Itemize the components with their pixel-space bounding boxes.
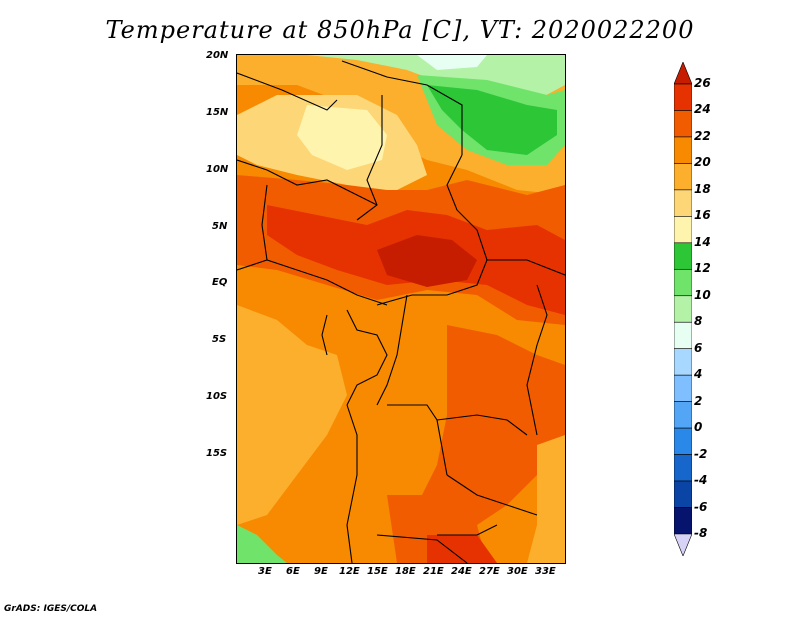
- colorbar-label: -6: [694, 499, 708, 514]
- colorbar-label: 10: [694, 287, 711, 302]
- colorbar-label: 2: [694, 393, 703, 408]
- colorbar-band: [674, 62, 692, 85]
- colorbar-band: [674, 321, 692, 350]
- colorbar-band: [674, 268, 692, 297]
- colorbar-band: [674, 427, 692, 455]
- colorbar-label: 14: [694, 234, 711, 249]
- lon-label-12e: 12E: [339, 566, 360, 577]
- colorbar-band: [674, 83, 692, 111]
- lon-label-30e: 30E: [507, 566, 528, 577]
- colorbar-band: [674, 533, 692, 556]
- lon-label-24e: 24E: [451, 566, 472, 577]
- temperature-map: [236, 54, 566, 564]
- colorbar-band: [674, 454, 692, 482]
- colorbar-band: [674, 295, 692, 323]
- colorbar-band: [674, 189, 692, 217]
- lat-label-eq: EQ: [212, 277, 228, 288]
- colorbar-band: [674, 480, 692, 508]
- colorbar-label: 12: [694, 261, 711, 276]
- lon-label-33e: 33E: [535, 566, 556, 577]
- lat-label-15s: 15S: [206, 448, 228, 459]
- lat-label-10n: 10N: [206, 164, 229, 175]
- colorbar-band: [674, 136, 692, 164]
- lon-label-21e: 21E: [423, 566, 444, 577]
- lon-label-3e: 3E: [258, 566, 272, 577]
- lat-label-15n: 15N: [206, 107, 229, 118]
- colorbar-band: [674, 163, 692, 191]
- lon-label-27e: 27E: [479, 566, 500, 577]
- lon-label-15e: 15E: [367, 566, 388, 577]
- colorbar-label: 26: [694, 76, 711, 90]
- colorbar-label: 18: [694, 181, 711, 196]
- colorbar-band: [674, 348, 692, 376]
- map-title: Temperature at 850hPa [C], VT: 202002220…: [105, 16, 695, 44]
- lon-label-18e: 18E: [395, 566, 416, 577]
- colorbar-label: 20: [694, 155, 711, 170]
- colorbar-label: 24: [694, 102, 711, 117]
- temperature-field: [237, 55, 565, 563]
- grads-credit: GrADS: IGES/COLA: [4, 604, 98, 614]
- lat-label-5n: 5N: [212, 221, 228, 232]
- lon-label-6e: 6E: [286, 566, 300, 577]
- colorbar-band: [674, 216, 692, 244]
- lat-label-20n: 20N: [206, 50, 229, 61]
- colorbar-label: 0: [694, 420, 703, 435]
- colorbar-band: [674, 110, 692, 138]
- colorbar-band: [674, 374, 692, 402]
- lat-label-10s: 10S: [206, 391, 228, 402]
- colorbar-label: -8: [694, 526, 708, 540]
- colorbar-label: 16: [694, 208, 711, 223]
- colorbar-label: 8: [694, 314, 703, 329]
- lon-label-9e: 9E: [314, 566, 328, 577]
- colorbar-band: [674, 507, 692, 535]
- colorbar-label: 6: [694, 340, 703, 355]
- colorbar-label: 22: [694, 128, 711, 143]
- colorbar-bands: [674, 62, 692, 556]
- colorbar-band: [674, 242, 692, 270]
- colorbar-band: [674, 401, 692, 429]
- colorbar: [674, 62, 692, 556]
- colorbar-label: -4: [694, 473, 708, 488]
- lat-label-5s: 5S: [212, 334, 227, 345]
- colorbar-label: 4: [694, 367, 703, 382]
- colorbar-label: -2: [694, 446, 708, 461]
